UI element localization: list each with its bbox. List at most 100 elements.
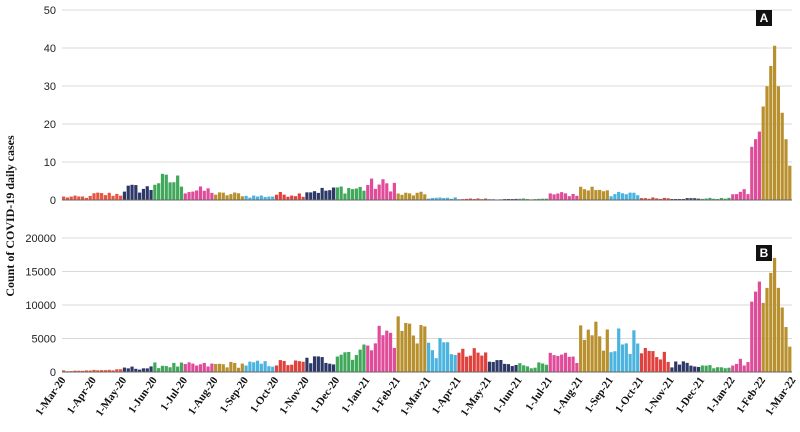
panel-b: 0 5000 10000 15000 20000 B bbox=[25, 233, 792, 379]
panel-a-bar bbox=[309, 192, 313, 200]
panel-a-bar bbox=[103, 195, 108, 200]
panel-a-bar bbox=[415, 192, 419, 200]
panel-a-bar bbox=[195, 190, 199, 200]
panel-a-bar bbox=[358, 186, 362, 200]
panel-a-bar bbox=[643, 198, 647, 200]
panel-a-bar bbox=[476, 198, 480, 200]
panel-b-bar bbox=[666, 361, 670, 372]
panel-a-bar bbox=[339, 186, 343, 200]
panel-b-bar bbox=[388, 332, 393, 372]
panel-a-bar bbox=[369, 178, 374, 200]
panel-a-bar bbox=[757, 131, 761, 200]
panel-a-bar bbox=[343, 193, 347, 200]
panel-a-bar bbox=[153, 184, 157, 200]
panel-b-bar bbox=[712, 368, 716, 372]
panel-a-bar bbox=[560, 192, 564, 200]
panel-a-bar bbox=[537, 198, 541, 200]
x-tick-label: 1-Aug-20 bbox=[186, 374, 221, 417]
panel-b-bar bbox=[62, 370, 66, 372]
panel-a-bar bbox=[179, 186, 184, 200]
panel-a: 0 10 20 30 40 50 A bbox=[44, 5, 792, 207]
panel-b-bar bbox=[453, 354, 457, 372]
panel-a-bar bbox=[305, 192, 309, 200]
panel-b-label: B bbox=[760, 246, 769, 260]
panel-a-bar bbox=[350, 189, 355, 200]
panel-a-bar bbox=[172, 182, 176, 200]
panel-a-bar bbox=[601, 191, 606, 200]
panel-b-bar bbox=[305, 357, 309, 372]
panel-b-bar bbox=[293, 360, 298, 372]
panel-b-bar bbox=[655, 357, 659, 372]
panel-b-bar bbox=[240, 363, 244, 372]
panel-b-bar bbox=[769, 272, 773, 372]
panel-a-bar bbox=[400, 194, 404, 200]
panel-a-bar bbox=[248, 197, 252, 200]
panel-b-bar bbox=[590, 335, 594, 372]
panel-b-bar bbox=[73, 370, 77, 372]
panel-b-bar bbox=[187, 362, 191, 372]
panel-a-bar bbox=[312, 191, 317, 200]
panel-a-bar bbox=[563, 193, 568, 200]
panel-b-bar bbox=[229, 361, 233, 372]
panel-b-bar bbox=[571, 356, 575, 372]
x-tick-label: 1-Oct-20 bbox=[248, 374, 282, 415]
panel-b-bar bbox=[438, 338, 442, 372]
panel-a-bar bbox=[434, 197, 438, 200]
panel-b-bars bbox=[62, 257, 792, 372]
panel-a-bar bbox=[282, 194, 286, 200]
panel-a-bar bbox=[666, 198, 670, 200]
panel-a-bar bbox=[449, 198, 454, 200]
panel-a-bar bbox=[164, 174, 168, 200]
panel-a-bar bbox=[69, 196, 73, 200]
panel-a-bar bbox=[556, 193, 560, 200]
panel-a-bar bbox=[780, 112, 784, 200]
panel-a-bar bbox=[274, 194, 279, 200]
panel-a-bar bbox=[575, 195, 579, 200]
panel-a-bar bbox=[765, 86, 769, 200]
panel-a-y-tick-label: 20 bbox=[44, 119, 56, 131]
panel-b-bar bbox=[689, 365, 693, 372]
panel-a-bar bbox=[514, 198, 518, 200]
panel-b-bar bbox=[491, 361, 495, 372]
panel-b-bar bbox=[320, 357, 324, 372]
panel-a-bar bbox=[647, 198, 651, 200]
panel-b-bar bbox=[324, 362, 328, 372]
panel-a-bar bbox=[176, 175, 180, 200]
panel-b-bar bbox=[613, 351, 617, 372]
panel-b-bar bbox=[271, 366, 275, 372]
panel-a-bar bbox=[65, 197, 69, 200]
panel-b-bar bbox=[601, 350, 606, 372]
panel-b-bar bbox=[700, 365, 704, 372]
panel-a-bar bbox=[541, 198, 545, 200]
panel-b-bar bbox=[636, 343, 640, 372]
panel-a-bar bbox=[168, 182, 172, 200]
panel-a-bar bbox=[119, 195, 123, 200]
panel-a-bar bbox=[130, 184, 134, 200]
panel-b-bar bbox=[533, 367, 537, 372]
panel-a-bar bbox=[407, 193, 412, 200]
panel-b-bar bbox=[442, 342, 446, 372]
panel-b-bar bbox=[525, 366, 530, 372]
panel-b-y-tick-label: 15000 bbox=[25, 267, 56, 279]
panel-b-bar bbox=[309, 363, 313, 372]
panel-a-bar bbox=[727, 197, 731, 200]
x-tick-label: 1-Jun-21 bbox=[491, 375, 525, 416]
panel-a-bar bbox=[259, 195, 263, 200]
panel-a-bar bbox=[149, 189, 153, 200]
panel-b-gridlines bbox=[62, 237, 792, 339]
panel-a-bar bbox=[221, 192, 225, 200]
panel-a-bar bbox=[776, 86, 780, 200]
panel-a-bar bbox=[324, 190, 328, 200]
panel-b-bar bbox=[415, 343, 419, 372]
panel-b-bar bbox=[347, 352, 351, 372]
panel-a-bar bbox=[446, 197, 450, 200]
panel-b-bar bbox=[377, 325, 381, 372]
panel-a-bar bbox=[590, 186, 594, 200]
panel-a-bar bbox=[700, 198, 704, 200]
panel-a-bar bbox=[278, 192, 282, 200]
panel-a-bar bbox=[290, 195, 294, 200]
x-tick-label: 1-May-20 bbox=[93, 374, 129, 418]
panel-b-bar bbox=[278, 360, 282, 372]
panel-b-bar bbox=[738, 358, 742, 372]
